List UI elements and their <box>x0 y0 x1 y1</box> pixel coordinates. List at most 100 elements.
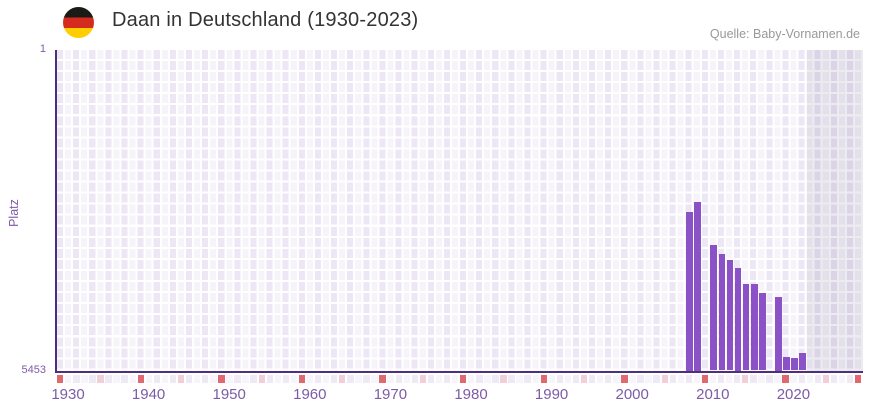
bar-2012[interactable] <box>718 253 726 371</box>
year-cell-1939 <box>129 374 136 383</box>
year-strip <box>57 374 863 383</box>
year-cell-1934 <box>89 374 96 383</box>
bar-2008[interactable] <box>686 211 694 371</box>
bar-2020[interactable] <box>783 356 790 371</box>
year-cell-1967 <box>355 374 362 383</box>
x-axis-labels: 1930 1940 1950 1960 1970 1980 1990 2000 2010 2020 <box>51 386 863 406</box>
year-cell-2006 <box>669 374 676 383</box>
chart-title: Daan in Deutschland (1930-2023) <box>112 9 419 31</box>
year-cell-1979 <box>451 374 459 383</box>
year-cell-1965 <box>339 374 346 383</box>
year-cell-2008 <box>685 374 693 383</box>
year-cell-1959 <box>290 374 298 383</box>
x-tick-1980: 1980 <box>454 386 488 403</box>
year-cell-2004 <box>653 374 660 383</box>
x-tick-1960: 1960 <box>293 386 327 403</box>
year-cell-1999 <box>613 374 620 383</box>
bar-2015[interactable] <box>742 284 750 371</box>
year-cell-1941 <box>145 374 153 383</box>
year-cell-1933 <box>81 374 88 383</box>
year-cell-1951 <box>226 374 233 383</box>
year-cell-1964 <box>331 374 338 383</box>
future-years-shade <box>806 50 863 371</box>
year-cell-2010 <box>701 374 709 383</box>
year-cell-1986 <box>508 374 515 383</box>
year-cell-1963 <box>322 374 330 383</box>
x-tick-2020: 2020 <box>776 386 811 403</box>
year-cell-1987 <box>516 374 523 383</box>
year-cell-2027 <box>838 374 846 383</box>
year-cell-1954 <box>250 374 257 383</box>
bar-2014[interactable] <box>734 268 742 371</box>
year-cell-2021 <box>790 374 797 383</box>
year-cell-1989 <box>532 374 539 383</box>
year-cell-1955 <box>258 374 265 383</box>
bar-2017[interactable] <box>758 292 766 371</box>
year-cell-1931 <box>65 374 72 383</box>
year-cell-1970 <box>379 374 386 383</box>
year-cell-2022 <box>798 374 805 383</box>
year-cell-1962 <box>314 374 322 383</box>
year-cell-1991 <box>548 374 556 383</box>
x-tick-2010: 2010 <box>696 386 730 403</box>
year-cell-2007 <box>677 374 684 383</box>
year-cell-2000 <box>621 374 628 383</box>
year-cell-1953 <box>242 374 249 383</box>
bar-2016[interactable] <box>750 284 758 371</box>
bar-2021[interactable] <box>791 358 798 371</box>
x-tick-1940: 1940 <box>131 386 166 403</box>
year-cell-1969 <box>371 374 378 383</box>
year-cell-2011 <box>709 374 717 383</box>
year-cell-2020 <box>782 374 789 383</box>
year-cell-1981 <box>468 374 475 383</box>
bar-2013[interactable] <box>726 259 734 371</box>
year-cell-1944 <box>169 374 177 383</box>
year-cell-2013 <box>725 374 733 383</box>
year-cell-2005 <box>661 374 668 383</box>
year-cell-1947 <box>194 374 201 383</box>
y-axis-line <box>55 50 58 373</box>
year-cell-2014 <box>734 374 741 383</box>
year-cell-2003 <box>645 374 652 383</box>
x-axis-line <box>55 370 863 373</box>
year-cell-2019 <box>774 374 781 383</box>
year-cell-2012 <box>717 374 725 383</box>
year-cell-1946 <box>185 374 193 383</box>
year-cell-1978 <box>443 374 451 383</box>
y-axis-tick-bottom: 5453 <box>21 364 46 376</box>
year-cell-1974 <box>411 374 419 383</box>
x-tick-2000: 2000 <box>615 386 649 403</box>
year-cell-2002 <box>637 374 644 383</box>
year-cell-1980 <box>460 374 467 383</box>
year-cell-1990 <box>540 374 547 383</box>
year-cell-1943 <box>161 374 169 383</box>
y-axis-tick-top: 1 <box>39 43 46 55</box>
bar-2019[interactable] <box>774 296 782 371</box>
year-cell-1966 <box>347 374 354 383</box>
year-cell-1984 <box>492 374 499 383</box>
year-cell-1960 <box>298 374 306 383</box>
year-cell-1957 <box>274 374 281 383</box>
year-cell-1996 <box>588 374 596 383</box>
bars-layer <box>57 50 863 371</box>
year-cell-2016 <box>750 374 757 383</box>
bar-2011[interactable] <box>710 245 718 371</box>
x-tick-1990: 1990 <box>534 386 569 403</box>
year-cell-2025 <box>822 374 830 383</box>
year-cell-1975 <box>419 374 427 383</box>
year-cell-2023 <box>806 374 813 383</box>
year-cell-1977 <box>435 374 443 383</box>
year-cell-1992 <box>556 374 564 383</box>
year-cell-1994 <box>572 374 580 383</box>
bar-2022[interactable] <box>799 353 806 371</box>
bar-2009[interactable] <box>694 201 702 371</box>
x-tick-1950: 1950 <box>212 386 246 403</box>
year-cell-1968 <box>363 374 370 383</box>
year-cell-1972 <box>395 374 402 383</box>
year-cell-1993 <box>564 374 572 383</box>
year-cell-1952 <box>234 374 241 383</box>
year-cell-1942 <box>153 374 161 383</box>
year-cell-1961 <box>306 374 314 383</box>
year-cell-1940 <box>137 374 144 383</box>
